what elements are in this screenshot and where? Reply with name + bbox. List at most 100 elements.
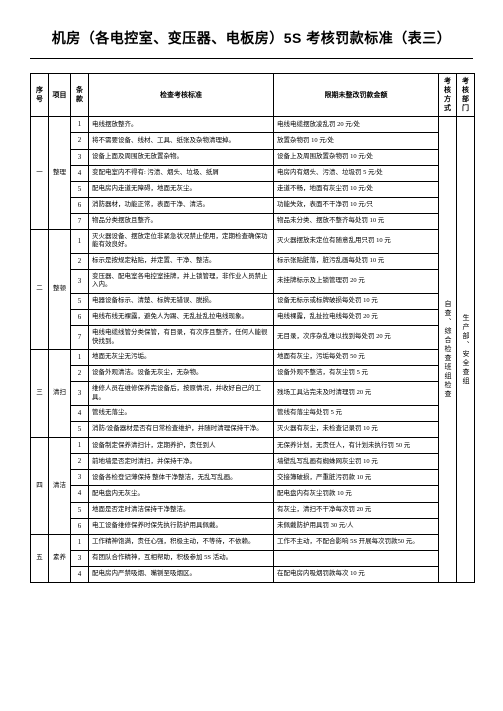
seq-cell: 一: [31, 117, 49, 230]
clause-number: 3: [71, 149, 89, 165]
table-row: 5消防/设备器材是否有日常检查维护，并随时清理保持干净。灭火器有灰尘，未检查记录…: [31, 422, 475, 438]
inspect-cell: 物品分类摆放且整齐。: [89, 213, 274, 229]
penalty-cell: 交接簿破损，严重脏污罚款 10 元: [274, 470, 439, 486]
penalty-cell: 灭火器有灰尘，未检查记录罚 10 元: [274, 422, 439, 438]
clause-number: 4: [71, 566, 89, 582]
clause-number: 5: [71, 422, 89, 438]
clause-number: 5: [71, 502, 89, 518]
method-cell: 自查、综合检查班组检查: [439, 117, 457, 583]
project-cell: 清扫: [49, 349, 71, 437]
inspect-cell: 消防器材，功能正常，表面干净、清洁。: [89, 197, 274, 213]
dept-cell: 生产部、安全查组: [457, 117, 475, 583]
header-dept: 考核部门: [457, 74, 475, 117]
clause-number: 1: [71, 438, 89, 454]
inspect-cell: 管线无落尘。: [89, 406, 274, 422]
penalty-cell: 无目录，次序杂乱难以找到每处罚 20 元: [274, 326, 439, 350]
inspect-cell: 电工设备维修保养时保先执行防护用具佩戴。: [89, 518, 274, 534]
inspect-cell: 电器设备标示、清楚、标牌无错误、脱损。: [89, 293, 274, 309]
table-row: 6电线布线无裸露，避免人为踢、无乱扯乱拉电线现象。电线裸露，乱扯拉电线每处罚 2…: [31, 309, 475, 325]
inspect-cell: 地面无灰尘无污垢。: [89, 349, 274, 365]
penalty-cell: 残场工具沾完未及时清理罚 20 元: [274, 382, 439, 406]
clause-number: 5: [71, 293, 89, 309]
table-row: 3变压器、配电室各电控室挂牌，并上锁管理，非作业人员禁止入内。未挂牌标示及上锁管…: [31, 270, 475, 294]
table-row: 4管线无落尘。管线有落尘每处罚 5 元: [31, 406, 475, 422]
table-row: 7电线电缆线管分类保管，有目录，有次序且整齐，任何人能很快找到。无目录，次序杂乱…: [31, 326, 475, 350]
seq-cell: 四: [31, 438, 49, 535]
table-row: 3有团队合作精神，互相帮助，积极参加 5S 活动。: [31, 550, 475, 566]
table-row: 3维修人员在维修保养完设备后，按原情况，并收好自己的工具。残场工具沾完未及时清理…: [31, 382, 475, 406]
inspect-cell: 消防/设备器材是否有日常检查维护，并随时清理保持干净。: [89, 422, 274, 438]
inspect-cell: 灭火器设备、摆放定位非紧急状况禁止使用，定期检查确保功能有效良好。: [89, 230, 274, 254]
inspect-cell: 标示是按规定粘贴，并定置、干净、整洁。: [89, 253, 274, 269]
clause-number: 2: [71, 454, 89, 470]
inspect-cell: 前地墙是否定时清扫，并保持干净。: [89, 454, 274, 470]
table-row: 5地面是否定时清洁保持干净整洁。有灰尘，清扫不干净每次罚 20 元: [31, 502, 475, 518]
inspect-cell: 电线布线无裸露，避免人为踢、无乱扯乱拉电线现象。: [89, 309, 274, 325]
table-row: 2前地墙是否定时清扫，并保持干净。墙壁乱写乱画有蜘蛛网灰尘罚 10 元: [31, 454, 475, 470]
header-inspect: 检查考核标准: [89, 74, 274, 117]
inspect-cell: 配电房内走道无障碍，地面无灰尘。: [89, 181, 274, 197]
project-cell: 素养: [49, 534, 71, 582]
clause-number: 6: [71, 197, 89, 213]
inspect-cell: 地面是否定时清洁保持干净整洁。: [89, 502, 274, 518]
standards-table: 序号 项目 条款 检查考核标准 限期未整改罚款金额 考核方式 考核部门 一整理1…: [30, 73, 475, 583]
penalty-cell: 设备外观不整洁，有灰尘罚 5 元: [274, 366, 439, 382]
penalty-cell: 墙壁乱写乱画有蜘蛛网灰尘罚 10 元: [274, 454, 439, 470]
penalty-cell: 设备无标示或标牌破损每处罚 10 元: [274, 293, 439, 309]
clause-number: 2: [71, 366, 89, 382]
clause-number: 7: [71, 326, 89, 350]
table-row: 2标示是按规定粘贴，并定置、干净、整洁。标示张贴脏落，脏污乱画每处罚 10 元: [31, 253, 475, 269]
inspect-cell: 有团队合作精神，互相帮助，积极参加 5S 活动。: [89, 550, 274, 566]
clause-number: 3: [71, 550, 89, 566]
inspect-cell: 电线摆放整齐。: [89, 117, 274, 133]
header-method: 考核方式: [439, 74, 457, 117]
penalty-cell: 未挂牌标示及上锁管理罚 20 元: [274, 270, 439, 294]
penalty-cell: 标示张贴脏落，脏污乱画每处罚 10 元: [274, 253, 439, 269]
clause-number: 1: [71, 534, 89, 550]
penalty-cell: 物品未分类、摆放不整齐每处罚 10 元: [274, 213, 439, 229]
inspect-cell: 电线电缆线管分类保管，有目录，有次序且整齐，任何人能很快找到。: [89, 326, 274, 350]
title-underline: [30, 58, 473, 59]
inspect-cell: 设备上面及周围放无放置杂物。: [89, 149, 274, 165]
penalty-cell: 功能失效，表面不干净罚 10 元/只: [274, 197, 439, 213]
seq-cell: 五: [31, 534, 49, 582]
penalty-cell: 地面有灰尘，污垢每处罚 50 元: [274, 349, 439, 365]
clause-number: 5: [71, 181, 89, 197]
table-row: 3设备上面及周围放无放置杂物。设备上及周围放置杂物罚 10 元/处: [31, 149, 475, 165]
table-row: 三清扫1地面无灰尘无污垢。地面有灰尘，污垢每处罚 50 元: [31, 349, 475, 365]
inspect-cell: 变压器、配电室各电控室挂牌，并上锁管理，非作业人员禁止入内。: [89, 270, 274, 294]
penalty-cell: 有灰尘，清扫不干净每次罚 20 元: [274, 502, 439, 518]
clause-number: 7: [71, 213, 89, 229]
inspect-cell: 变配电室内不得有: 污渍、烟头、垃圾、纸屑: [89, 165, 274, 181]
header-seq: 序号: [31, 74, 49, 117]
penalty-cell: 电房内有烟头、污渍、垃圾罚 5 元/处: [274, 165, 439, 181]
project-cell: 整理: [49, 117, 71, 230]
penalty-cell: 电线电缆摆放凌乱罚 20 元/处: [274, 117, 439, 133]
clause-number: 2: [71, 133, 89, 149]
project-cell: 清洁: [49, 438, 71, 535]
inspect-cell: 维修人员在维修保养完设备后，按原情况，并收好自己的工具。: [89, 382, 274, 406]
table-row: 4配电盘内无灰尘。配电盘内有灰尘罚款 10 元: [31, 486, 475, 502]
penalty-cell: 在配电房内吸烟罚款每次 10 元: [274, 566, 439, 582]
inspect-cell: 将不需要设备、线材、工具、纸张及杂物清理掉。: [89, 133, 274, 149]
table-row: 二整顿1灭火器设备、摆放定位非紧急状况禁止使用，定期检查确保功能有效良好。灭火器…: [31, 230, 475, 254]
table-row: 5配电房内走道无障碍，地面无灰尘。走道不畅，地面有灰尘罚 10 元/处: [31, 181, 475, 197]
header-penalty: 限期未整改罚款金额: [274, 74, 439, 117]
penalty-cell: [274, 550, 439, 566]
inspect-cell: 配电房内严禁吸烟、嘴铡至吸烟区。: [89, 566, 274, 582]
inspect-cell: 工作精神饱满，责任心强，积极主动，不等待，不依赖。: [89, 534, 274, 550]
page-title: 机房（各电控室、变压器、电板房）5S 考核罚款标准（表三）: [30, 28, 473, 48]
clause-number: 4: [71, 486, 89, 502]
inspect-cell: 设备制定保养清扫计，定期养护，责任到人: [89, 438, 274, 454]
penalty-cell: 工作不主动，不配合影响 5S 开展每次罚款50 元。: [274, 534, 439, 550]
clause-number: 6: [71, 518, 89, 534]
table-row: 5电器设备标示、清楚、标牌无错误、脱损。设备无标示或标牌破损每处罚 10 元: [31, 293, 475, 309]
penalty-cell: 无保养计划，无责任人，有计划未执行罚 50 元: [274, 438, 439, 454]
clause-number: 3: [71, 382, 89, 406]
table-row: 五素养1工作精神饱满，责任心强，积极主动，不等待，不依赖。工作不主动，不配合影响…: [31, 534, 475, 550]
inspect-cell: 配电盘内无灰尘。: [89, 486, 274, 502]
clause-number: 2: [71, 253, 89, 269]
clause-number: 1: [71, 117, 89, 133]
table-row: 2将不需要设备、线材、工具、纸张及杂物清理掉。放置杂物罚 10 元/处: [31, 133, 475, 149]
table-row: 一整理1电线摆放整齐。电线电缆摆放凌乱罚 20 元/处自查、综合检查班组检查生产…: [31, 117, 475, 133]
